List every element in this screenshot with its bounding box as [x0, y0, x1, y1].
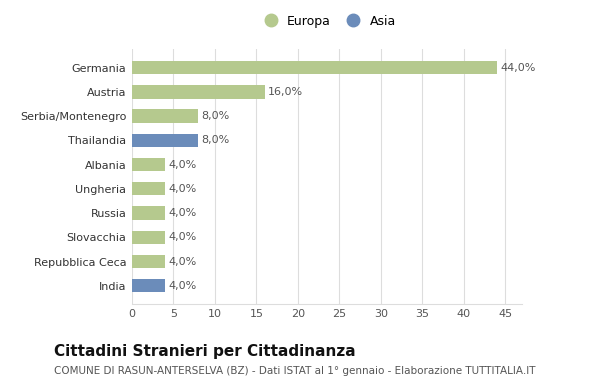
- Bar: [132, 109, 199, 123]
- Text: 4,0%: 4,0%: [169, 256, 197, 266]
- Text: 44,0%: 44,0%: [500, 63, 536, 73]
- Bar: [132, 206, 165, 220]
- Text: 4,0%: 4,0%: [169, 281, 197, 291]
- Bar: [132, 85, 265, 98]
- Bar: [132, 255, 165, 268]
- Bar: [132, 158, 165, 171]
- Bar: [132, 182, 165, 195]
- Bar: [132, 134, 199, 147]
- Text: 4,0%: 4,0%: [169, 208, 197, 218]
- Text: 4,0%: 4,0%: [169, 232, 197, 242]
- Legend: Europa, Asia: Europa, Asia: [253, 10, 401, 33]
- Text: Cittadini Stranieri per Cittadinanza: Cittadini Stranieri per Cittadinanza: [54, 344, 356, 359]
- Text: 8,0%: 8,0%: [202, 135, 230, 145]
- Text: COMUNE DI RASUN-ANTERSELVA (BZ) - Dati ISTAT al 1° gennaio - Elaborazione TUTTIT: COMUNE DI RASUN-ANTERSELVA (BZ) - Dati I…: [54, 366, 536, 375]
- Text: 4,0%: 4,0%: [169, 160, 197, 169]
- Bar: [132, 231, 165, 244]
- Bar: [132, 279, 165, 293]
- Bar: [132, 61, 497, 74]
- Text: 4,0%: 4,0%: [169, 184, 197, 194]
- Text: 16,0%: 16,0%: [268, 87, 303, 97]
- Text: 8,0%: 8,0%: [202, 111, 230, 121]
